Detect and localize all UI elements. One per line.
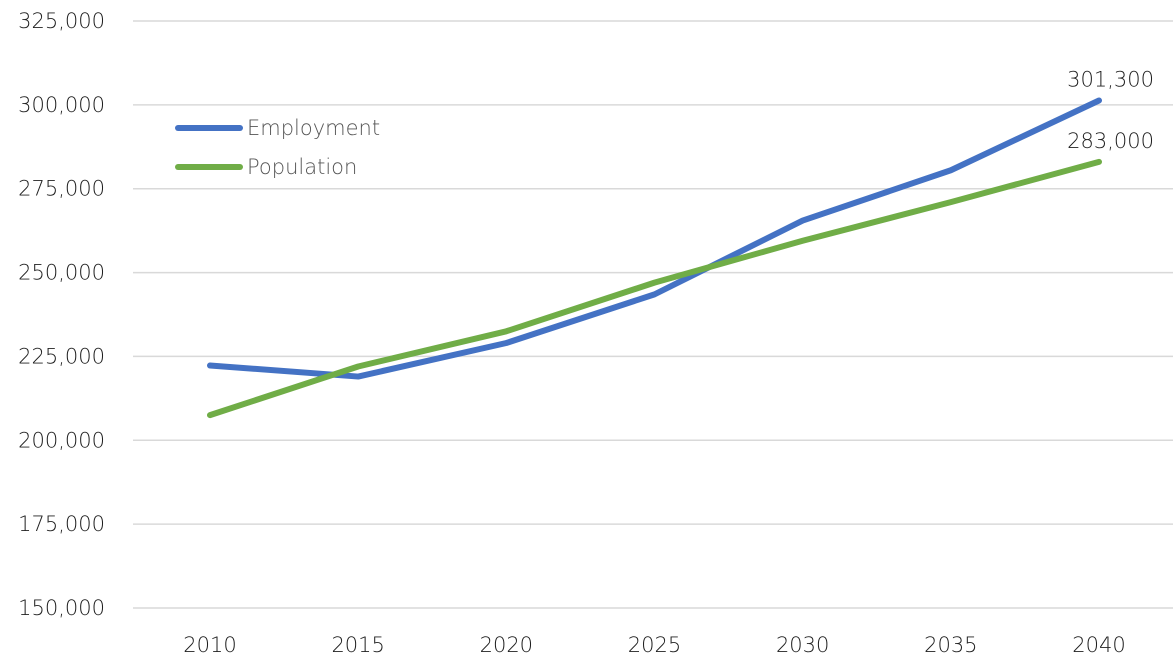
legend-label-population: Population [247, 155, 357, 179]
y-tick-label: 200,000 [18, 428, 105, 452]
data-label-employment: 301,300 [1067, 67, 1154, 91]
series-line-employment [207, 97, 1102, 380]
y-tick-label: 325,000 [18, 9, 105, 33]
x-tick-label: 2010 [183, 633, 236, 657]
legend: Employment Population [175, 116, 380, 179]
series-lines [207, 97, 1102, 419]
y-tick-label: 225,000 [18, 344, 105, 368]
y-tick-label: 250,000 [18, 261, 105, 285]
y-tick-label: 175,000 [18, 512, 105, 536]
x-tick-label: 2030 [776, 633, 829, 657]
x-tick-label: 2025 [628, 633, 681, 657]
x-tick-label: 2020 [480, 633, 533, 657]
x-axis-ticks: 2010 2015 2020 2025 2030 2035 2040 [183, 633, 1125, 657]
gridlines [133, 20, 1173, 609]
y-tick-label: 150,000 [18, 596, 105, 620]
x-tick-label: 2040 [1072, 633, 1125, 657]
data-labels: 301,300 283,000 [1067, 67, 1154, 152]
legend-label-employment: Employment [247, 116, 380, 140]
y-tick-label: 300,000 [18, 93, 105, 117]
y-tick-label: 275,000 [18, 177, 105, 201]
y-axis-ticks: 150,000 175,000 200,000 225,000 250,000 275,0… [18, 9, 105, 620]
data-label-population: 283,000 [1067, 129, 1154, 153]
series-line-population [207, 158, 1102, 419]
x-tick-label: 2035 [924, 633, 977, 657]
x-tick-label: 2015 [331, 633, 384, 657]
